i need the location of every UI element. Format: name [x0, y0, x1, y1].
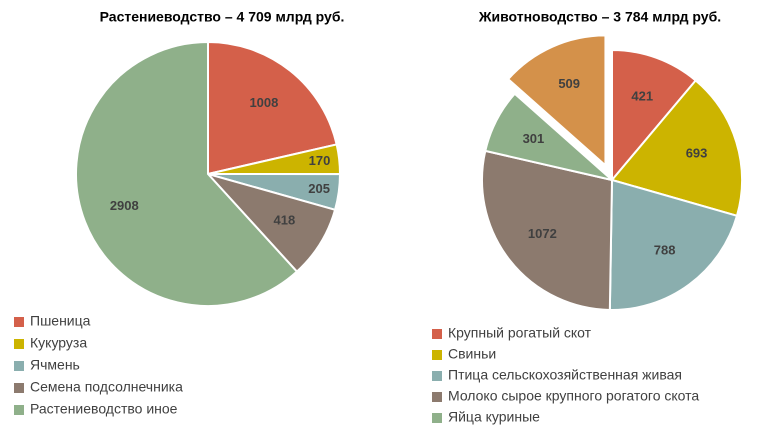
pie-slice	[506, 34, 607, 168]
legend-label: Молоко сырое крупного рогатого скота	[448, 388, 699, 404]
data-label: 1072	[528, 226, 557, 241]
data-label: 509	[558, 76, 580, 91]
chart-title: Животноводство – 3 784 млрд руб.	[478, 9, 721, 25]
pie-slice	[75, 40, 299, 307]
data-label: 205	[308, 181, 330, 196]
legend-label: Растениеводство иное	[30, 401, 178, 417]
legend-swatch	[432, 350, 442, 360]
pie-slice	[207, 40, 338, 176]
pie-slice	[608, 178, 739, 311]
data-label: 693	[686, 146, 708, 161]
legend-label: Пшеница	[30, 313, 91, 329]
data-label: 301	[523, 131, 545, 146]
legend-swatch	[432, 371, 442, 381]
chart-title: Растениеводство – 4 709 млрд руб.	[100, 9, 345, 25]
legend-swatch	[432, 329, 442, 339]
pie-slice	[611, 48, 698, 183]
legend-swatch	[432, 413, 442, 423]
legend-label: Птица сельскохозяйственная живая	[448, 367, 682, 383]
data-label: 788	[654, 242, 676, 257]
legend-label: Кукуруза	[30, 335, 87, 351]
legend-swatch	[14, 317, 24, 327]
legend-label: Свиньи	[448, 346, 496, 362]
data-label: 421	[631, 88, 653, 103]
data-label: 2908	[110, 198, 139, 213]
data-label: 170	[309, 153, 331, 168]
legend-swatch	[432, 392, 442, 402]
legend-swatch	[14, 339, 24, 349]
legend-label: Ячмень	[30, 357, 80, 373]
legend-swatch	[14, 383, 24, 393]
pie-slice	[484, 92, 613, 181]
legend-label: Крупный рогатый скот	[448, 325, 592, 341]
pie-slice	[610, 79, 743, 218]
legend-label: Яйца куриные	[448, 409, 540, 425]
pie-slice	[481, 149, 614, 311]
data-label: 1008	[249, 95, 278, 110]
legend-swatch	[14, 361, 24, 371]
legend-swatch	[14, 405, 24, 415]
data-label: 418	[274, 213, 296, 228]
legend-label: Семена подсолнечника	[30, 379, 183, 395]
